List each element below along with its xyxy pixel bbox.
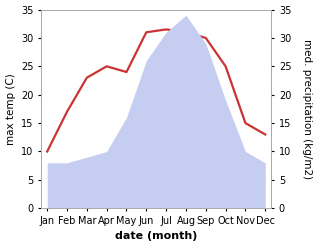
- Y-axis label: med. precipitation (kg/m2): med. precipitation (kg/m2): [302, 39, 313, 179]
- X-axis label: date (month): date (month): [115, 231, 197, 242]
- Y-axis label: max temp (C): max temp (C): [5, 73, 16, 145]
